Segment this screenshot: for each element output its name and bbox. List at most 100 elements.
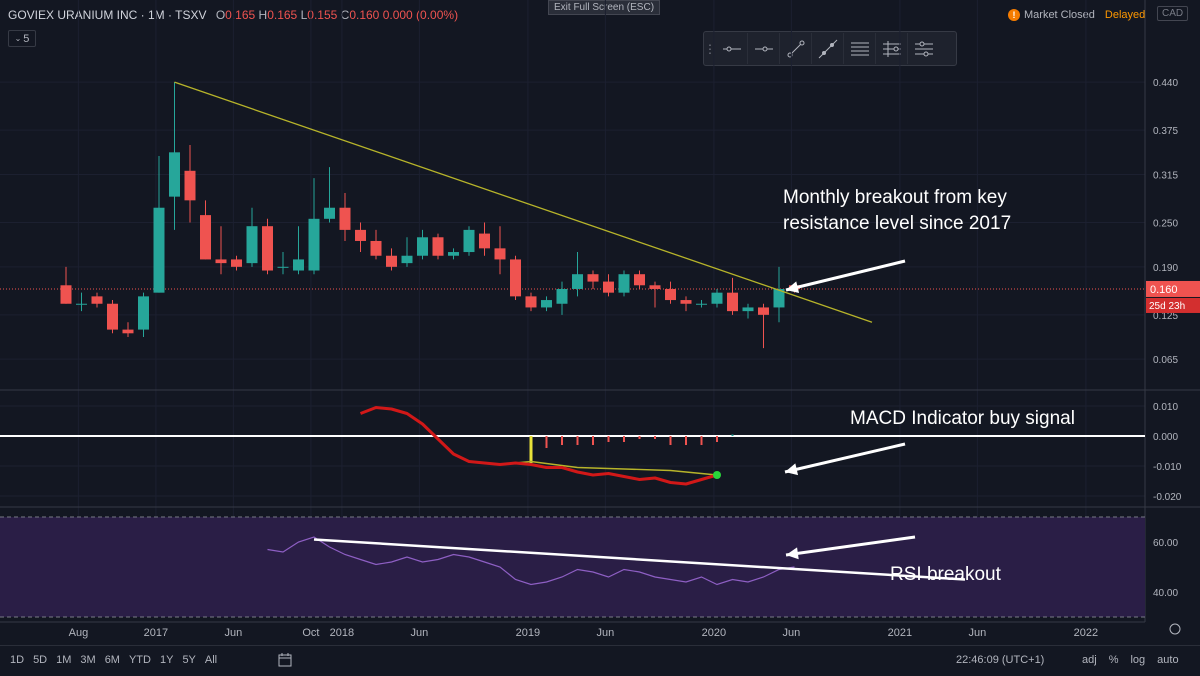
- candle-body[interactable]: [153, 207, 165, 293]
- candle-body[interactable]: [262, 226, 273, 271]
- symbol-title[interactable]: GOVIEX URANIUM INC · 1M · TSXV: [8, 8, 207, 22]
- range-5y[interactable]: 5Y: [182, 654, 196, 666]
- ohlc-readout: O0.165 H0.165 L0.155 C0.160 0.000 (0.00%…: [215, 8, 459, 22]
- candle-body[interactable]: [386, 255, 397, 267]
- candle-body[interactable]: [603, 281, 614, 293]
- range-6m[interactable]: 6M: [104, 654, 120, 666]
- candle-body[interactable]: [355, 229, 366, 241]
- candle-body[interactable]: [618, 274, 630, 293]
- range-1m[interactable]: 1M: [56, 654, 72, 666]
- candle-body[interactable]: [215, 259, 227, 264]
- candle-body[interactable]: [231, 259, 242, 267]
- open-value: 0.165: [225, 8, 256, 22]
- candle-body[interactable]: [711, 292, 723, 304]
- range-selector: 1D 5D 1M 3M 6M YTD 1Y 5Y All: [10, 654, 217, 666]
- change-value: 0.000 (0.00%): [382, 8, 459, 22]
- candle-body[interactable]: [169, 152, 180, 197]
- alert-icon: !: [1008, 9, 1020, 21]
- candle-body[interactable]: [432, 237, 444, 256]
- market-status[interactable]: ! Market Closed Delayed: [1008, 9, 1145, 21]
- last-price-badge: [1146, 280, 1200, 297]
- candle-body[interactable]: [525, 296, 537, 308]
- trend-line-icon[interactable]: [780, 33, 812, 64]
- time-tick-label: 2019: [516, 627, 540, 639]
- macd-series: [0, 406, 1145, 486]
- drag-handle-icon[interactable]: ⋮: [704, 41, 716, 56]
- candle-body[interactable]: [541, 300, 552, 308]
- fib-retracement-icon[interactable]: [876, 33, 908, 64]
- high-value: 0.165: [267, 8, 298, 22]
- candle-body[interactable]: [727, 292, 738, 312]
- candle-body[interactable]: [138, 296, 149, 330]
- candle-body[interactable]: [587, 274, 599, 282]
- candle-body[interactable]: [308, 218, 320, 271]
- price-tick-label: 0.190: [1153, 263, 1178, 274]
- pitchfork-icon[interactable]: [908, 33, 939, 64]
- candle-body[interactable]: [448, 252, 459, 256]
- time-tick-label: Aug: [69, 627, 89, 639]
- clock[interactable]: 22:46:09 (UTC+1): [956, 654, 1045, 666]
- range-all[interactable]: All: [204, 654, 218, 666]
- exit-fullscreen-button[interactable]: Exit Full Screen (ESC): [548, 0, 661, 15]
- settings-gear-icon[interactable]: [1169, 623, 1181, 635]
- horizontal-line-icon[interactable]: [716, 33, 748, 64]
- candle-body[interactable]: [246, 226, 258, 264]
- candle-body[interactable]: [680, 300, 692, 304]
- percent-toggle[interactable]: %: [1108, 654, 1119, 666]
- time-tick-label: Oct: [302, 627, 319, 639]
- arrow-macd: [784, 442, 906, 474]
- indicator-toggle[interactable]: ⌄ 5: [8, 30, 36, 47]
- candle-body[interactable]: [649, 285, 661, 289]
- candle-body[interactable]: [107, 303, 118, 330]
- rsi-tick-label: 60.00: [1153, 538, 1178, 549]
- countdown-label: 25d 23h: [1149, 301, 1185, 312]
- candle-body[interactable]: [184, 170, 196, 201]
- candle-body[interactable]: [60, 285, 72, 304]
- candle-body[interactable]: [665, 288, 676, 301]
- price-tick-label: 0.065: [1153, 355, 1178, 366]
- chevron-down-icon: ⌄: [14, 34, 22, 43]
- chart-canvas[interactable]: 0.440 0.375 0.315 0.250 0.190 0.125 0.065 0.010…: [0, 0, 1200, 645]
- candle-body[interactable]: [122, 329, 134, 334]
- range-3m[interactable]: 3M: [80, 654, 96, 666]
- candle-body[interactable]: [463, 229, 475, 253]
- candle-body[interactable]: [634, 274, 645, 286]
- price-trend-line[interactable]: [174, 81, 873, 323]
- candle-body[interactable]: [370, 240, 382, 256]
- candle-body[interactable]: [339, 207, 351, 230]
- candle-body[interactable]: [773, 288, 785, 308]
- candle-body[interactable]: [293, 259, 304, 271]
- rsi-tick-label: 40.00: [1153, 588, 1178, 599]
- extended-line-icon[interactable]: [812, 33, 844, 64]
- candle-body[interactable]: [417, 237, 428, 256]
- candle-body[interactable]: [324, 207, 335, 219]
- candle-body[interactable]: [200, 215, 211, 260]
- range-1y[interactable]: 1Y: [159, 654, 174, 666]
- time-axis: Aug 2017 Jun Oct 2018 Jun 2019 Jun 2020 Jun 2021 Ju…: [69, 623, 1181, 639]
- rsi-trend-line[interactable]: [313, 538, 966, 581]
- drawing-toolbar: ⋮: [703, 31, 957, 66]
- candle-body[interactable]: [479, 233, 490, 249]
- candle-body[interactable]: [510, 259, 521, 297]
- parallel-channel-icon[interactable]: [844, 33, 876, 64]
- auto-toggle[interactable]: auto: [1157, 654, 1179, 666]
- candle-body[interactable]: [401, 255, 413, 264]
- bottom-toolbar: 1D 5D 1M 3M 6M YTD 1Y 5Y All 22:46:09 (UTC+1) ad…: [0, 645, 1200, 676]
- candle-body[interactable]: [91, 296, 103, 304]
- horizontal-ray-icon[interactable]: [748, 33, 780, 64]
- candle-body[interactable]: [76, 303, 87, 305]
- price-tick-label: 0.315: [1153, 170, 1178, 181]
- candle-body[interactable]: [696, 303, 707, 305]
- range-5d[interactable]: 5D: [33, 654, 48, 666]
- candle-body[interactable]: [494, 248, 506, 260]
- candle-body[interactable]: [758, 307, 769, 315]
- candle-body[interactable]: [572, 274, 583, 289]
- log-toggle[interactable]: log: [1130, 654, 1146, 666]
- range-1d[interactable]: 1D: [10, 654, 25, 666]
- candle-body[interactable]: [556, 288, 568, 304]
- calendar-icon[interactable]: [278, 653, 292, 667]
- candle-body[interactable]: [742, 307, 754, 312]
- adj-toggle[interactable]: adj: [1082, 654, 1097, 666]
- range-ytd[interactable]: YTD: [128, 654, 151, 666]
- candle-body[interactable]: [277, 266, 289, 268]
